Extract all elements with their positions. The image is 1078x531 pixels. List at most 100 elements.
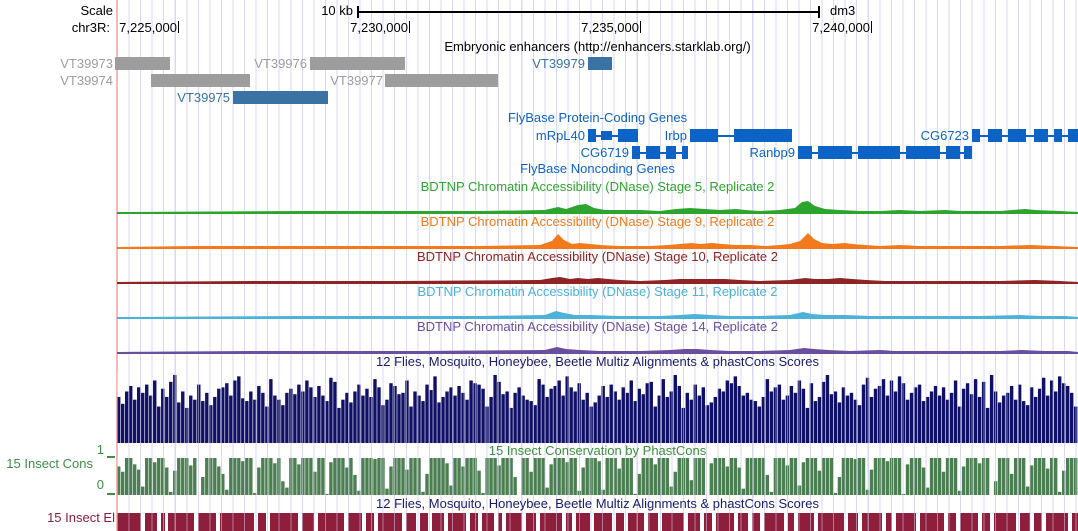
multiz-histogram-bar[interactable] (681, 407, 685, 443)
multiz-histogram-bar[interactable] (193, 399, 197, 443)
phastcons-histogram-bar[interactable] (129, 458, 133, 495)
phastcons-histogram-bar[interactable] (1013, 458, 1018, 495)
multiz-histogram-bar[interactable] (173, 375, 177, 443)
multiz-histogram-bar[interactable] (1045, 395, 1050, 443)
multiz-histogram-bar[interactable] (901, 383, 906, 443)
phastcons-histogram-bar[interactable] (765, 474, 770, 495)
phastcons-histogram-bar[interactable] (289, 458, 293, 495)
bdtnp-track-title-0[interactable]: BDTNP Chromatin Accessibility (DNase) St… (420, 179, 775, 194)
track-title-multiz-1[interactable]: 12 Flies, Mosquito, Honeybee, Beetle Mul… (376, 354, 819, 369)
phastcons-histogram-bar[interactable] (409, 458, 413, 495)
enhancer-label-VT39975[interactable]: VT39975 (177, 90, 230, 105)
phastcons-histogram-bar[interactable] (805, 458, 810, 495)
multiz-histogram-bar[interactable] (189, 395, 193, 443)
multiz-histogram-bar[interactable] (117, 396, 121, 443)
multiz-histogram-bar[interactable] (361, 395, 365, 443)
phastcons-histogram-bar[interactable] (713, 458, 718, 495)
phastcons-histogram-bar[interactable] (1001, 458, 1006, 495)
multiz-histogram-bar[interactable] (745, 392, 750, 443)
phastcons-histogram-bar[interactable] (657, 458, 661, 495)
multiz-histogram-bar[interactable] (401, 392, 405, 443)
multiz-histogram-bar[interactable] (217, 388, 221, 443)
phastcons-histogram-bar[interactable] (505, 458, 509, 495)
multiz-histogram-bar[interactable] (769, 391, 774, 443)
multiz-histogram-bar[interactable] (509, 407, 513, 443)
phastcons-histogram-bar[interactable] (141, 486, 145, 495)
multiz-histogram-bar[interactable] (1049, 380, 1054, 443)
phastcons-histogram-bar[interactable] (609, 458, 613, 495)
multiz-histogram-bar[interactable] (149, 395, 153, 443)
enhancer-box-VT39976[interactable] (310, 57, 405, 70)
phastcons-histogram-bar[interactable] (441, 458, 445, 495)
phastcons-histogram-bar[interactable] (709, 463, 714, 495)
insect-element-block[interactable] (752, 513, 760, 531)
phastcons-histogram-bar[interactable] (601, 489, 605, 495)
phastcons-histogram-bar[interactable] (801, 462, 806, 495)
phastcons-histogram-bar[interactable] (173, 470, 177, 495)
multiz-histogram-bar[interactable] (505, 391, 509, 443)
multiz-histogram-bar[interactable] (913, 387, 918, 443)
multiz-histogram-bar[interactable] (961, 388, 966, 443)
insect-element-block[interactable] (348, 513, 362, 531)
multiz-histogram-bar[interactable] (533, 405, 537, 443)
phastcons-histogram-bar[interactable] (137, 469, 141, 495)
multiz-histogram-bar[interactable] (985, 407, 990, 443)
multiz-histogram-bar[interactable] (661, 379, 665, 443)
phastcons-histogram-bar[interactable] (857, 458, 862, 495)
multiz-histogram-bar[interactable] (453, 395, 457, 443)
multiz-histogram-bar[interactable] (585, 392, 589, 443)
insect-element-block[interactable] (366, 513, 374, 531)
phastcons-histogram-bar[interactable] (993, 481, 998, 495)
phastcons-histogram-bar[interactable] (453, 458, 457, 495)
multiz-histogram-bar[interactable] (849, 392, 854, 443)
multiz-histogram-bar[interactable] (381, 405, 385, 443)
multiz-histogram-bar[interactable] (917, 384, 922, 443)
insect-element-block[interactable] (448, 513, 466, 531)
gene-CG6723-tall[interactable] (1034, 129, 1048, 142)
multiz-histogram-bar[interactable] (653, 406, 657, 443)
multiz-histogram-bar[interactable] (225, 383, 229, 443)
multiz-histogram-bar[interactable] (1017, 384, 1022, 443)
phastcons-histogram-bar[interactable] (121, 471, 125, 495)
multiz-histogram-bar[interactable] (273, 395, 277, 443)
phastcons-histogram-bar[interactable] (629, 458, 633, 495)
phastcons-histogram-bar[interactable] (201, 477, 205, 495)
multiz-histogram-bar[interactable] (237, 376, 241, 443)
multiz-histogram-bar[interactable] (861, 384, 866, 443)
phastcons-histogram-bar[interactable] (465, 458, 469, 495)
multiz-histogram-bar[interactable] (1053, 391, 1058, 443)
multiz-histogram-bar[interactable] (629, 380, 633, 443)
phastcons-histogram-bar[interactable] (741, 488, 746, 495)
multiz-histogram-bar[interactable] (773, 387, 778, 443)
phastcons-histogram-bar[interactable] (573, 458, 577, 495)
multiz-histogram-bar[interactable] (329, 377, 333, 443)
insect-element-block[interactable] (318, 513, 344, 531)
multiz-histogram-bar[interactable] (897, 376, 902, 443)
multiz-histogram-bar[interactable] (1001, 395, 1006, 443)
multiz-histogram-bar[interactable] (621, 387, 625, 443)
enhancer-box-VT39979[interactable] (588, 57, 612, 70)
phastcons-histogram-bar[interactable] (793, 458, 798, 495)
multiz-histogram-bar[interactable] (1061, 383, 1066, 443)
phastcons-histogram-bar[interactable] (445, 463, 449, 495)
phastcons-histogram-bar[interactable] (825, 458, 830, 495)
gene-CG6719-line[interactable] (660, 152, 666, 154)
multiz-histogram-bar[interactable] (641, 394, 645, 443)
phastcons-histogram-bar[interactable] (697, 458, 702, 495)
multiz-histogram-bar[interactable] (957, 406, 962, 443)
multiz-histogram-bar[interactable] (921, 401, 926, 443)
multiz-histogram-bar[interactable] (605, 396, 609, 443)
phastcons-histogram-bar[interactable] (1021, 458, 1026, 495)
phastcons-histogram-bar[interactable] (729, 458, 734, 495)
multiz-histogram-bar[interactable] (857, 405, 862, 443)
multiz-histogram-bar[interactable] (385, 399, 389, 443)
gene-CG6719-tall[interactable] (666, 146, 676, 159)
multiz-histogram-bar[interactable] (953, 380, 958, 443)
insect-element-block[interactable] (482, 513, 494, 531)
multiz-histogram-bar[interactable] (693, 384, 698, 443)
phastcons-histogram-bar[interactable] (1009, 473, 1014, 495)
phastcons-histogram-bar[interactable] (553, 458, 557, 495)
multiz-histogram-bar[interactable] (177, 402, 181, 443)
track-title-flybase-noncoding[interactable]: FlyBase Noncoding Genes (520, 161, 675, 176)
multiz-histogram-bar[interactable] (457, 385, 461, 443)
